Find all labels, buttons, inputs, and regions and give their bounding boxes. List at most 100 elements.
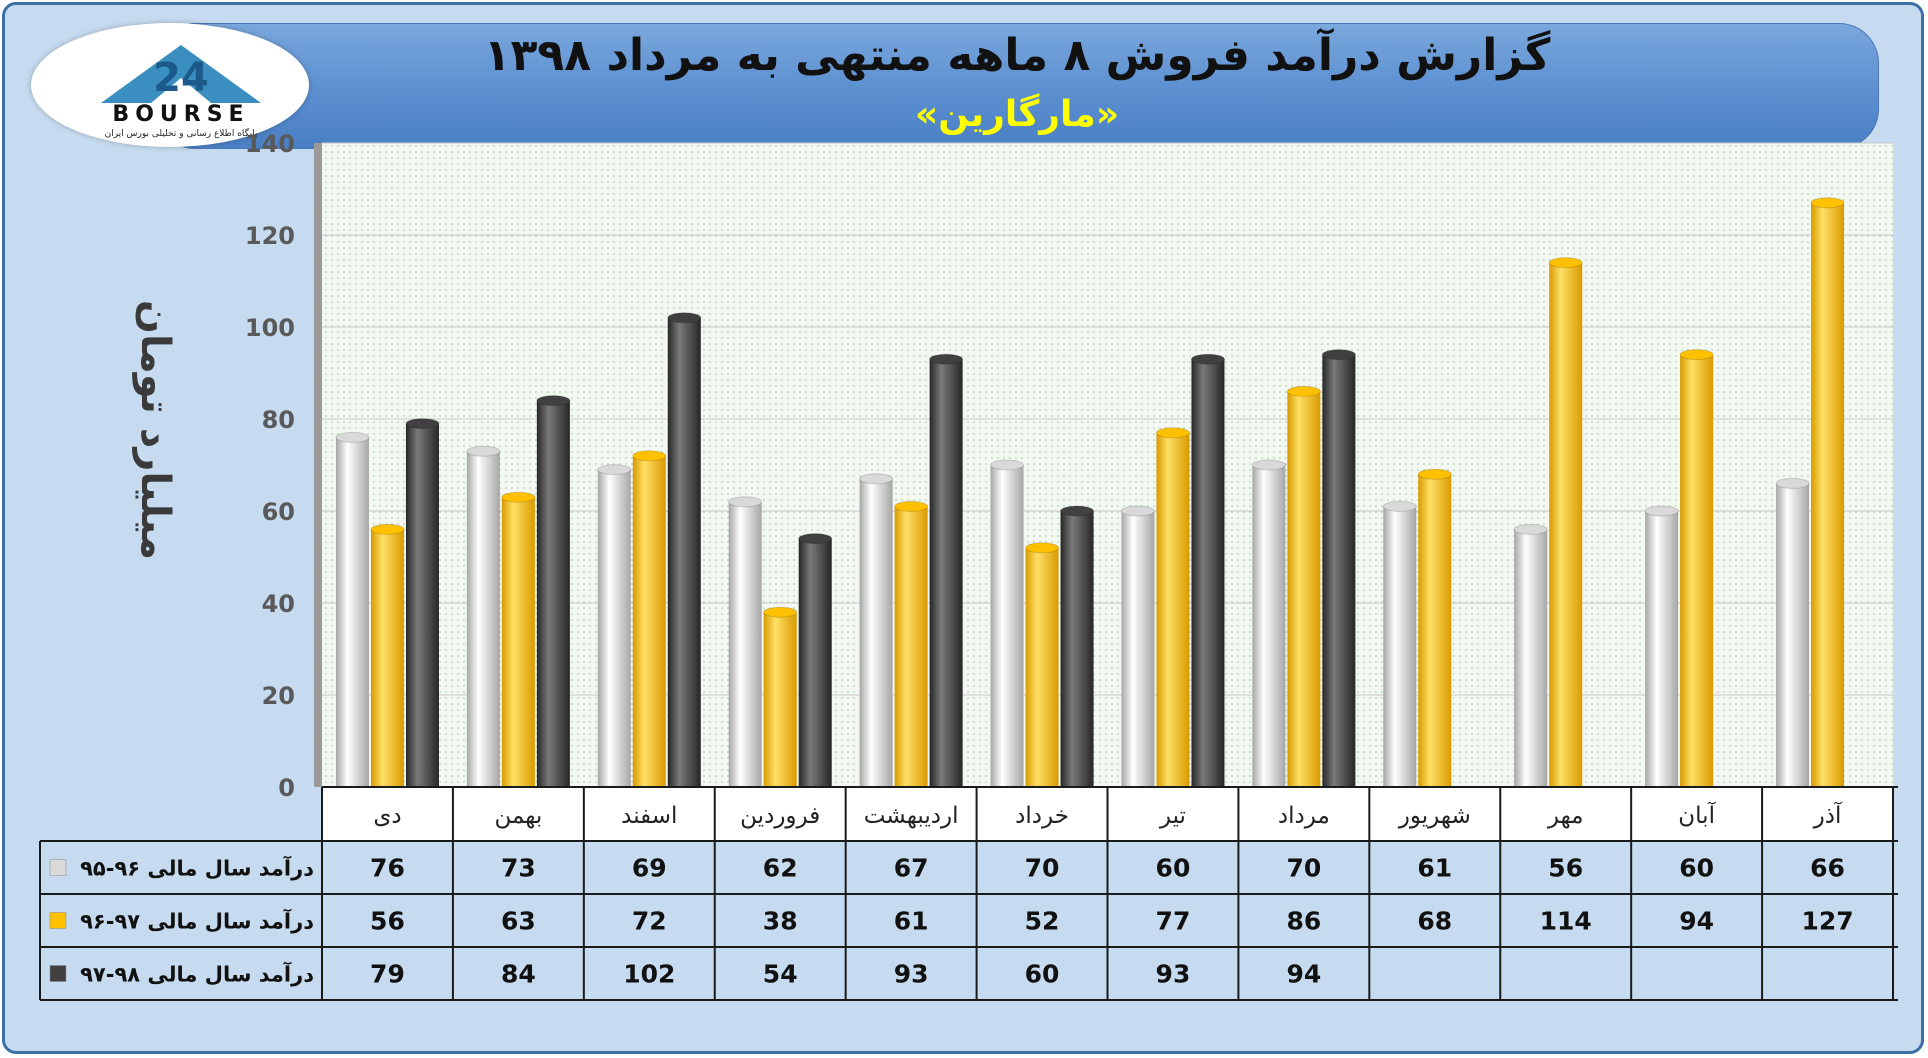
category-label: آبان (1678, 801, 1716, 829)
data-label: 76 (370, 854, 405, 883)
bar (597, 464, 632, 787)
data-label: 66 (1810, 854, 1845, 883)
data-label: 70 (1286, 854, 1321, 883)
logo-number: 24 (153, 55, 209, 101)
bar (501, 491, 536, 787)
legend-label: درآمد سال مالی ۹۸-۹۷ (80, 962, 314, 987)
y-tick-label: 20 (262, 682, 295, 710)
data-label: 94 (1286, 960, 1321, 989)
y-tick-label: 0 (278, 774, 295, 802)
data-label: 60 (1156, 854, 1191, 883)
bar (1775, 477, 1810, 787)
data-label: 86 (1286, 907, 1321, 936)
bar (1321, 349, 1356, 787)
bar (728, 496, 763, 787)
header-banner: گزارش درآمد فروش ۸ ماهه منتهی به مرداد ۱… (155, 23, 1879, 149)
y-tick-label: 80 (262, 406, 295, 434)
data-label: 63 (501, 907, 536, 936)
data-label: 102 (623, 960, 675, 989)
data-label: 60 (1679, 854, 1714, 883)
data-label: 70 (1025, 854, 1060, 883)
bar (798, 533, 833, 787)
data-label: 62 (763, 854, 798, 883)
data-label: 114 (1540, 907, 1592, 936)
bar (1251, 459, 1286, 787)
bar (1382, 500, 1417, 787)
logo-brand-text: BOURSE (112, 102, 249, 127)
bar (335, 431, 370, 787)
bar (859, 473, 894, 787)
bar (894, 500, 929, 787)
data-label: 84 (501, 960, 536, 989)
category-label: مرداد (1278, 803, 1330, 829)
y-tick-label: 140 (245, 130, 295, 158)
bar (1286, 385, 1321, 787)
bar (1155, 427, 1190, 787)
legend-swatch (49, 912, 67, 929)
bar (405, 418, 440, 787)
data-label: 54 (763, 960, 798, 989)
category-label: دی (373, 803, 401, 829)
legend-label: درآمد سال مالی ۹۷-۹۶ (80, 909, 314, 934)
bar (1644, 505, 1679, 787)
bar (1679, 349, 1714, 787)
data-label: 52 (1025, 907, 1060, 936)
data-label: 68 (1417, 907, 1452, 936)
data-label: 60 (1025, 960, 1060, 989)
bar (1548, 257, 1583, 788)
category-label: اسفند (621, 803, 677, 829)
bar (1120, 505, 1155, 787)
y-tick-label: 120 (245, 222, 295, 250)
legend-swatch (49, 859, 67, 876)
logo-tagline: پایگاه اطلاع رسانی و تحلیلی بورس ایران (105, 127, 258, 139)
data-label: 61 (894, 907, 929, 936)
bar (667, 312, 702, 787)
data-label: 56 (1548, 854, 1583, 883)
table-body-bg (40, 841, 1898, 1000)
data-label: 127 (1801, 907, 1853, 936)
y-tick-label: 60 (262, 498, 295, 526)
bar (763, 606, 798, 787)
logo-graphic: 24 BOURSE پایگاه اطلاع رسانی و تحلیلی بو… (101, 45, 261, 139)
data-label: 72 (632, 907, 667, 936)
bar (990, 459, 1025, 787)
data-label: 79 (370, 960, 405, 989)
bar (1190, 353, 1225, 787)
data-label: 73 (501, 854, 536, 883)
logo-mountain-cut (151, 78, 211, 103)
data-label: 69 (632, 854, 667, 883)
data-label: 94 (1679, 907, 1714, 936)
category-label: مهر (1547, 803, 1584, 829)
legend-swatch (49, 965, 67, 982)
bar (1513, 523, 1548, 787)
data-label: 61 (1417, 854, 1452, 883)
bar (536, 395, 571, 787)
logo-mountain (101, 45, 261, 103)
bar (632, 450, 667, 787)
bourse24-logo: 24 BOURSE پایگاه اطلاع رسانی و تحلیلی بو… (31, 23, 309, 147)
bar (929, 353, 964, 787)
data-label: 56 (370, 907, 405, 936)
y-tick-label: 100 (245, 314, 295, 342)
category-label: خرداد (1015, 803, 1069, 829)
bar (1025, 542, 1060, 787)
chart-title: گزارش درآمد فروش ۸ ماهه منتهی به مرداد ۱… (483, 30, 1551, 81)
category-label: شهریور (1398, 803, 1471, 829)
plot-area (322, 143, 1893, 787)
data-label: 93 (1156, 960, 1191, 989)
bar (1060, 505, 1095, 787)
data-label: 93 (894, 960, 929, 989)
plot-wall (314, 143, 322, 787)
category-label: بهمن (494, 803, 542, 829)
bar (466, 445, 501, 787)
category-label: تیر (1159, 803, 1186, 829)
data-label: 38 (763, 907, 798, 936)
data-label: 77 (1156, 907, 1191, 936)
data-label: 67 (894, 854, 929, 883)
y-tick-label: 40 (262, 590, 295, 618)
category-label: اردیبهشت (864, 803, 959, 829)
bar (370, 523, 405, 787)
legend-label: درآمد سال مالی ۹۶-۹۵ (80, 856, 314, 881)
bar (1810, 197, 1845, 788)
